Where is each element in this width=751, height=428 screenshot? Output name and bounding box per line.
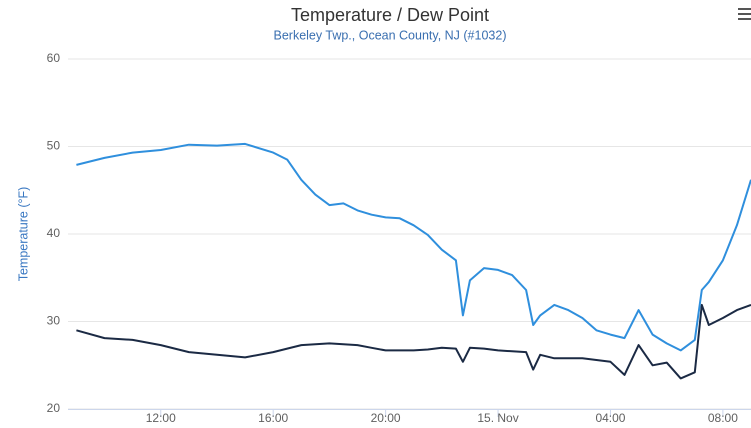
x-tick-label: 20:00 — [371, 411, 401, 425]
y-tick-label: 60 — [47, 51, 61, 65]
x-tick-label: 15. Nov — [477, 411, 518, 425]
x-tick-label: 08:00 — [708, 411, 738, 425]
x-tick-label: 04:00 — [595, 411, 625, 425]
y-tick-label: 40 — [47, 226, 61, 240]
y-tick-label: 30 — [47, 314, 61, 328]
y-tick-label: 50 — [47, 139, 61, 153]
series-line — [76, 142, 751, 352]
menu-button[interactable] — [733, 6, 751, 24]
y-tick-label: 20 — [47, 401, 61, 415]
chart-title: Temperature / Dew Point — [291, 5, 489, 25]
y-axis-label: Temperature (°F) — [16, 187, 30, 282]
series-line — [76, 303, 751, 380]
x-tick-label: 16:00 — [258, 411, 288, 425]
chart-subtitle: Berkeley Twp., Ocean County, NJ (#1032) — [274, 28, 507, 42]
x-tick-label: 12:00 — [146, 411, 176, 425]
